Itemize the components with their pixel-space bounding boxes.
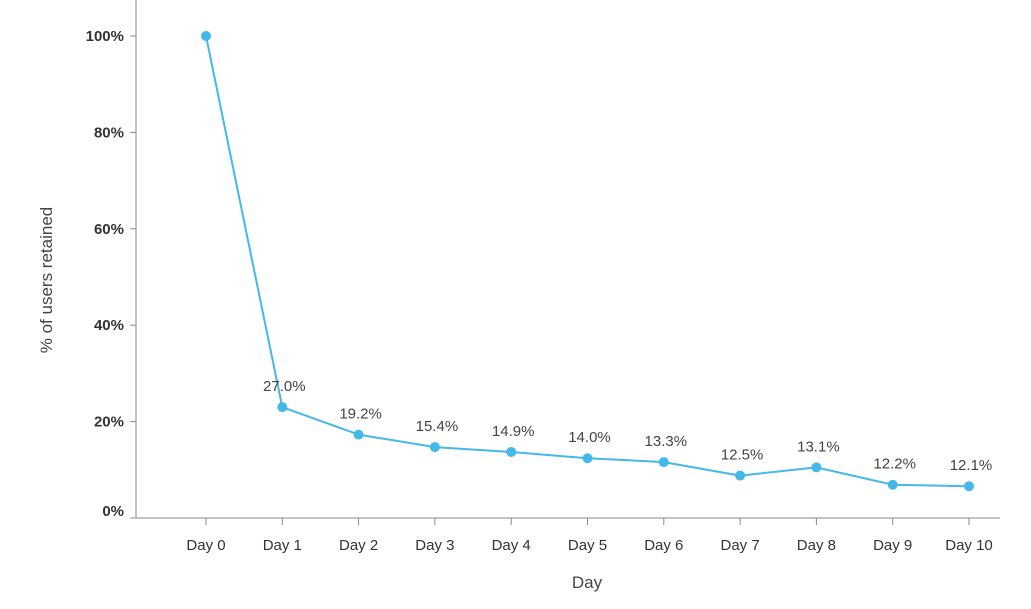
series-line — [205, 35, 970, 488]
y-axis-title: % of users retained — [37, 207, 56, 353]
x-tick-label: Day 4 — [492, 537, 531, 554]
data-point[interactable] — [964, 481, 974, 492]
data-label: 12.2% — [873, 456, 916, 473]
x-tick-label: Day 1 — [263, 537, 302, 554]
data-label: 15.4% — [416, 418, 459, 435]
data-label: 13.1% — [797, 438, 840, 455]
data-point[interactable] — [582, 453, 593, 464]
data-point[interactable] — [658, 457, 669, 468]
data-label: 12.1% — [950, 457, 993, 474]
data-label: 27.0% — [263, 378, 306, 395]
y-tick-label: 60% — [94, 221, 124, 238]
data-point[interactable] — [887, 479, 898, 490]
data-point[interactable] — [429, 442, 440, 453]
data-label: 14.0% — [568, 429, 611, 446]
data-point[interactable] — [735, 470, 746, 481]
x-tick-label: Day 7 — [721, 537, 760, 554]
x-tick-label: Day 10 — [945, 537, 993, 554]
y-tick-label: 20% — [94, 414, 124, 431]
y-tick-label: 100% — [86, 28, 124, 45]
data-point[interactable] — [506, 446, 517, 457]
y-tick-label: 40% — [94, 317, 124, 334]
y-axis: 0% 20% 40% 60% 80% 100% — [86, 0, 137, 520]
x-tick-label: Day 2 — [339, 537, 378, 554]
data-label: 14.9% — [492, 423, 535, 440]
data-label: 19.2% — [339, 406, 382, 423]
x-tick-label: Day 3 — [415, 537, 454, 554]
data-point[interactable] — [811, 462, 822, 473]
data-labels: 27.0% 19.2% 15.4% 14.9% 14.0% 13.3% 12.5% 13.1%… — [263, 378, 992, 474]
x-tick-label: Day 8 — [797, 537, 836, 554]
x-axis: Day 0 Day 1 Day 2 Day 3 Day 4 Day 5 Day 6 Day 7… — [136, 517, 1000, 554]
x-tick-label: Day 5 — [568, 537, 607, 554]
data-label: 12.5% — [721, 447, 764, 464]
data-label: 13.3% — [645, 433, 688, 450]
y-tick-label: 0% — [102, 503, 124, 520]
y-tick-label: 80% — [94, 124, 124, 141]
data-point[interactable] — [353, 429, 364, 440]
data-point[interactable] — [201, 31, 211, 41]
series-line-group — [201, 31, 974, 492]
x-tick-label: Day 0 — [186, 537, 225, 554]
x-tick-label: Day 6 — [644, 537, 683, 554]
data-point[interactable] — [277, 402, 288, 413]
x-tick-label: Day 9 — [873, 537, 912, 554]
x-axis-title: Day — [572, 573, 603, 592]
